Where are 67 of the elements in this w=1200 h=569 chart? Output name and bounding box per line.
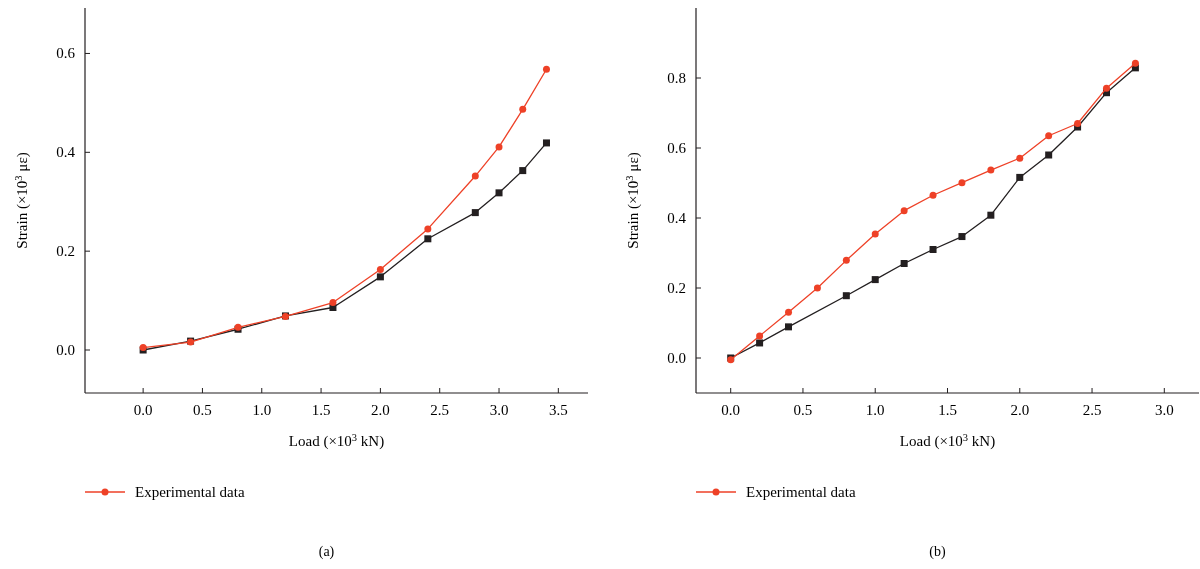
point bbox=[329, 299, 337, 307]
point bbox=[842, 292, 850, 300]
point bbox=[1074, 120, 1082, 127]
point bbox=[1102, 84, 1110, 92]
point bbox=[1045, 132, 1053, 140]
x-tick-label: 0.5 bbox=[793, 402, 813, 418]
point bbox=[519, 167, 527, 175]
point bbox=[958, 233, 966, 241]
y-tick-label: 0.4 bbox=[56, 144, 76, 161]
point bbox=[1131, 59, 1139, 67]
x-tick-label: 2.5 bbox=[1082, 402, 1102, 418]
x-tick-label: 1.0 bbox=[252, 402, 272, 418]
point bbox=[785, 308, 793, 316]
x-tick-label: 3.0 bbox=[489, 402, 509, 418]
x-tick-label: 3.0 bbox=[1154, 402, 1174, 418]
point bbox=[871, 230, 879, 238]
point bbox=[813, 284, 821, 292]
x-tick-label: 0.0 bbox=[721, 402, 741, 418]
point bbox=[495, 143, 503, 151]
y-tick-label: 0.8 bbox=[667, 70, 686, 86]
x-tick-label: 0.5 bbox=[193, 402, 212, 418]
point bbox=[929, 246, 937, 253]
point bbox=[958, 179, 966, 187]
point bbox=[756, 332, 764, 340]
point bbox=[756, 339, 764, 347]
point bbox=[542, 139, 550, 147]
point bbox=[471, 172, 479, 180]
y-tick-label: 0.0 bbox=[667, 350, 686, 366]
x-tick-label: 1.0 bbox=[865, 402, 885, 418]
point bbox=[1016, 154, 1024, 162]
point bbox=[987, 211, 995, 219]
point bbox=[1045, 151, 1053, 159]
point bbox=[376, 273, 384, 281]
point bbox=[542, 65, 550, 73]
point bbox=[929, 191, 937, 199]
y-tick-label: 0.2 bbox=[667, 280, 686, 296]
x-tick-label: 1.5 bbox=[311, 402, 331, 418]
point bbox=[900, 260, 908, 267]
x-tick-label: 0.0 bbox=[133, 402, 153, 418]
x-axis-title: Load (×10$^{3}$ kN) bbox=[899, 431, 996, 450]
y-tick-label: 0.2 bbox=[56, 243, 75, 260]
point bbox=[376, 265, 384, 273]
x-tick-label: 3.5 bbox=[548, 402, 568, 418]
legend-label: Experimental data bbox=[746, 484, 856, 500]
text: (a) bbox=[318, 544, 335, 560]
point bbox=[495, 189, 503, 197]
point bbox=[987, 166, 995, 174]
point bbox=[842, 256, 850, 264]
point bbox=[424, 235, 432, 243]
y-tick-label: 0.0 bbox=[56, 342, 75, 358]
x-axis-title: Load (×10$^{3}$ kN) bbox=[288, 431, 385, 450]
text: (b) bbox=[929, 544, 946, 560]
point bbox=[871, 276, 879, 284]
x-tick-label: 2.5 bbox=[430, 402, 450, 418]
y-tick-label: 0.6 bbox=[56, 45, 76, 62]
x-tick-label: 1.5 bbox=[938, 402, 957, 418]
y-tick-label: 0.4 bbox=[667, 210, 687, 226]
point bbox=[1016, 173, 1024, 181]
point bbox=[519, 105, 527, 113]
x-tick-label: 2.0 bbox=[1010, 402, 1030, 418]
point bbox=[424, 225, 432, 233]
point bbox=[900, 207, 908, 215]
point bbox=[785, 323, 793, 331]
x-tick-label: 2.0 bbox=[371, 402, 390, 418]
y-tick-label: 0.6 bbox=[667, 140, 687, 156]
legend-label: Experimental data bbox=[135, 484, 245, 500]
point bbox=[471, 209, 479, 217]
